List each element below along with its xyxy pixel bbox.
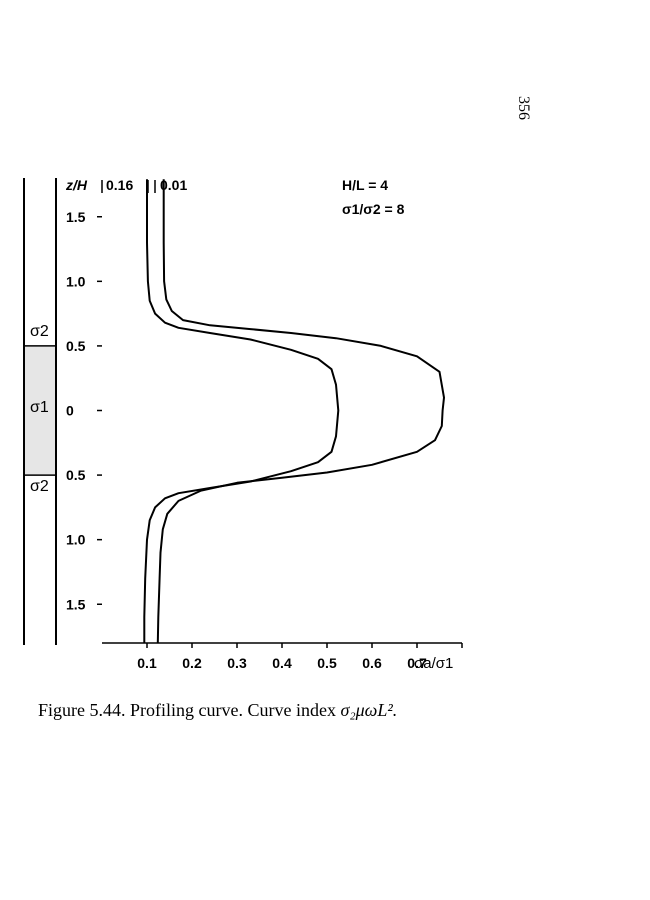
caption-text: Figure 5.44. Profiling curve. Curve inde… xyxy=(38,700,341,720)
curve-series-0 xyxy=(143,179,340,643)
layer-label-bottom: σ2 xyxy=(30,478,49,495)
x-tick-label: 0.7 xyxy=(407,655,427,671)
annotation-h-over-l: H/L = 4 xyxy=(342,177,388,193)
layer-label-top: σ2 xyxy=(30,323,49,340)
y-tick-label: 0 xyxy=(66,403,74,419)
y-axis-label: z/H xyxy=(65,177,88,193)
figure-caption: Figure 5.44. Profiling curve. Curve inde… xyxy=(38,700,628,721)
layer-label-middle: σ1 xyxy=(30,399,49,416)
caption-formula: σ₂μωL². xyxy=(340,700,398,720)
x-tick-label: 0.5 xyxy=(317,655,337,671)
layer-sigma1-fill xyxy=(24,345,56,476)
curve-series-1 xyxy=(156,179,445,644)
x-ticks: 0.1 0.2 0.3 0.4 0.5 0.6 0.7 xyxy=(137,643,427,671)
curves xyxy=(143,179,445,644)
curve-label-0-01: 0.01 xyxy=(160,177,187,193)
y-ticks: 1.5 1.0 0.5 0 0.5 1.0 1.5 xyxy=(66,209,102,612)
x-tick-label: 0.3 xyxy=(227,655,247,671)
annotation-sigma-ratio: σ1/σ2 = 8 xyxy=(342,201,405,217)
x-tick-label: 0.2 xyxy=(182,655,202,671)
x-tick-label: 0.4 xyxy=(272,655,292,671)
y-tick-label: 1.5 xyxy=(66,596,86,612)
annotations: H/L = 4 σ1/σ2 = 8 xyxy=(342,177,405,217)
x-tick-label: 0.6 xyxy=(362,655,382,671)
curve-label-0-16: 0.16 xyxy=(106,177,133,193)
x-tick-label: 0.1 xyxy=(137,655,157,671)
layer-column: σ2 σ1 σ2 xyxy=(23,178,57,645)
y-tick-label: 1.0 xyxy=(66,532,86,548)
y-tick-label: 1.0 xyxy=(66,273,86,289)
x-axis-label: σa/σ1 xyxy=(414,655,453,672)
axes: z/H σa/σ1 0.1 0.2 0.3 0.4 0.5 0.6 0.7 1.5 1.0 0.… xyxy=(65,177,463,672)
y-tick-label: 1.5 xyxy=(66,209,86,225)
curve-index-labels: 0.16 0.01 xyxy=(101,177,187,193)
y-tick-label: 0.5 xyxy=(66,467,86,483)
y-tick-label: 0.5 xyxy=(66,338,86,354)
